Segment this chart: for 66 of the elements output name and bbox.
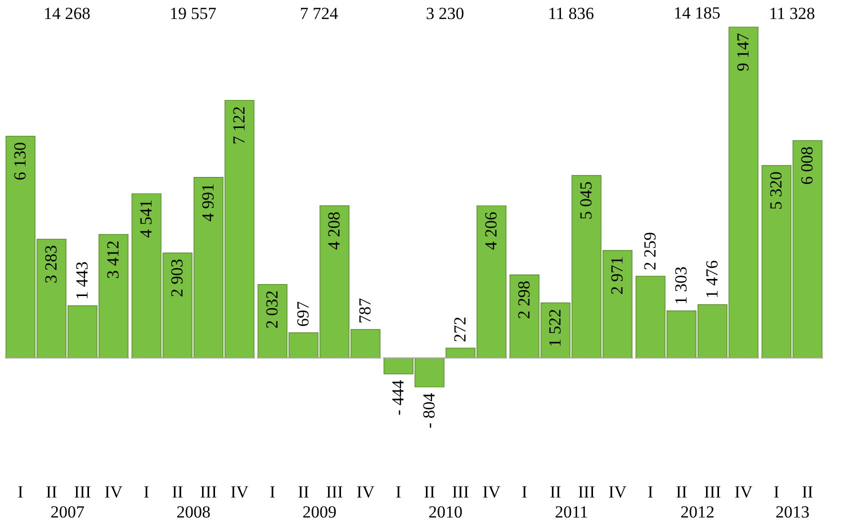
- data-label: 5 045: [576, 181, 596, 220]
- x-tick-label: I: [522, 482, 528, 502]
- x-tick-label: I: [270, 482, 276, 502]
- data-label: 2 971: [608, 256, 626, 295]
- x-tick-label: I: [18, 482, 24, 502]
- data-label: 4 208: [324, 212, 344, 250]
- x-tick-label: III: [74, 482, 92, 502]
- x-tick-label: III: [578, 482, 596, 502]
- x-tick-label: III: [326, 482, 344, 502]
- data-label: 1 303: [672, 266, 690, 305]
- x-tick-label: I: [774, 482, 780, 502]
- data-label: 2 259: [640, 232, 660, 270]
- x-tick-label: IV: [356, 482, 376, 502]
- data-label: 1 522: [546, 308, 564, 348]
- data-label: - 444: [388, 379, 408, 416]
- x-axis-title: 2009: [302, 502, 336, 522]
- data-label: 4 206: [482, 212, 500, 250]
- data-label: 272: [450, 316, 470, 342]
- x-axis-title: 2012: [680, 502, 714, 522]
- data-label: 3 412: [104, 240, 122, 279]
- x-tick-label: II: [550, 482, 562, 502]
- x-tick-label: III: [200, 482, 218, 502]
- data-label: 4 541: [136, 200, 156, 238]
- chart-title: 3 230: [426, 4, 464, 23]
- data-label: 4 991: [198, 183, 218, 222]
- x-tick-label: IV: [230, 482, 250, 502]
- x-tick-label: III: [452, 482, 470, 502]
- chart-title: 19 557: [170, 4, 217, 23]
- chart-title: 7 724: [300, 4, 339, 23]
- x-tick-label: I: [396, 482, 402, 502]
- x-tick-label: II: [802, 482, 814, 502]
- x-tick-label: I: [144, 482, 150, 502]
- x-axis-title: 2010: [428, 502, 462, 522]
- data-label: 2 903: [168, 258, 186, 298]
- data-label: 2 298: [514, 280, 534, 320]
- chart-title: 11 328: [768, 4, 816, 23]
- x-tick-label: I: [648, 482, 654, 502]
- x-axis-title: 2013: [776, 502, 810, 522]
- data-label: 6 008: [798, 146, 816, 185]
- x-tick-label: IV: [734, 482, 754, 502]
- data-label: - 804: [420, 392, 438, 428]
- x-axis-title: 2011: [554, 502, 588, 522]
- chart-title: 14 185: [674, 4, 720, 23]
- x-tick-label: IV: [104, 482, 124, 502]
- x-axis-title: 2007: [50, 502, 85, 522]
- chart-title: 11 836: [548, 4, 594, 23]
- data-label: 787: [356, 297, 374, 324]
- x-tick-label: III: [704, 482, 722, 502]
- chart-title: 14 268: [44, 4, 90, 23]
- data-label: 5 320: [766, 171, 786, 210]
- data-label: 7 122: [230, 106, 248, 145]
- data-label: 2 032: [262, 290, 282, 329]
- data-label: 1 476: [702, 260, 722, 299]
- x-tick-label: II: [676, 482, 688, 502]
- data-label: 1 443: [72, 261, 92, 300]
- x-tick-label: II: [424, 482, 436, 502]
- x-tick-label: II: [172, 482, 184, 502]
- x-tick-label: II: [298, 482, 310, 502]
- data-label: 3 283: [42, 245, 60, 284]
- data-label: 6 130: [10, 142, 30, 180]
- x-tick-label: IV: [482, 482, 502, 502]
- data-label: 9 147: [734, 32, 752, 72]
- x-tick-label: IV: [608, 482, 628, 502]
- x-axis-title: 2008: [176, 502, 210, 522]
- x-tick-label: II: [46, 482, 58, 502]
- data-label: 697: [294, 300, 312, 327]
